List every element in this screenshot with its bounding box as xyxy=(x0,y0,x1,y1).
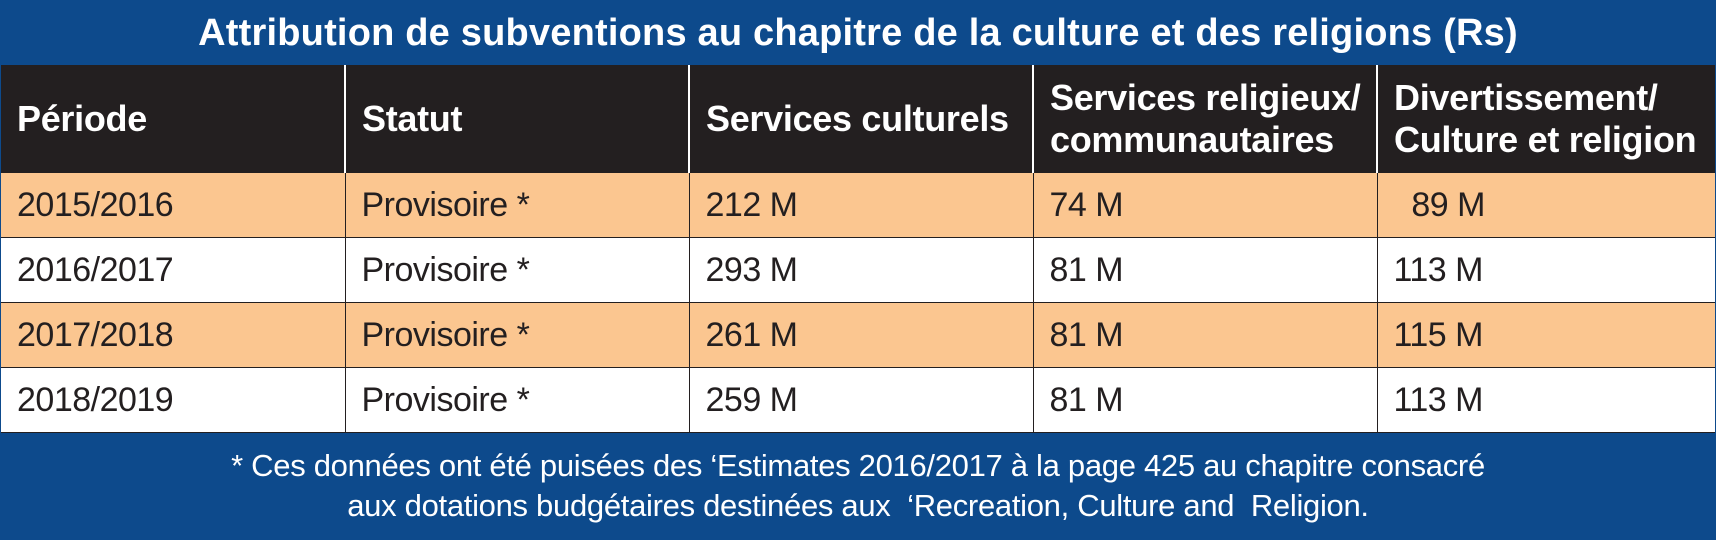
cell-periode: 2015/2016 xyxy=(1,173,346,238)
footnote-line-2: aux dotations budgétaires destinées aux … xyxy=(347,488,1369,523)
cell-divertissement: 113 M xyxy=(1377,367,1715,433)
table-row: 2017/2018 Provisoire * 261 M 81 M 115 M xyxy=(1,302,1715,368)
header-services-religieux: Services religieux/ communautaires xyxy=(1033,65,1378,173)
cell-periode: 2017/2018 xyxy=(1,302,346,368)
footnote: * Ces données ont été puisées des ‘Estim… xyxy=(1,433,1715,539)
header-periode: Période xyxy=(1,65,346,173)
cell-services-religieux: 81 M xyxy=(1033,237,1378,303)
cell-statut: Provisoire * xyxy=(345,367,690,433)
cell-statut: Provisoire * xyxy=(345,302,690,368)
header-divertissement: Divertissement/ Culture et religion xyxy=(1377,65,1715,173)
cell-services-culturels: 261 M xyxy=(689,302,1034,368)
table-row: 2018/2019 Provisoire * 259 M 81 M 113 M xyxy=(1,367,1715,433)
grants-table: Période Statut Services culturels Servic… xyxy=(1,65,1715,433)
cell-divertissement: 113 M xyxy=(1377,237,1715,303)
cell-divertissement: 115 M xyxy=(1377,302,1715,368)
header-services-culturels: Services culturels xyxy=(689,65,1034,173)
cell-services-culturels: 259 M xyxy=(689,367,1034,433)
cell-periode: 2018/2019 xyxy=(1,367,346,433)
cell-services-culturels: 212 M xyxy=(689,173,1034,238)
cell-periode: 2016/2017 xyxy=(1,237,346,303)
header-row: Période Statut Services culturels Servic… xyxy=(1,65,1715,173)
cell-services-culturels: 293 M xyxy=(689,237,1034,303)
cell-services-religieux: 81 M xyxy=(1033,367,1378,433)
cell-statut: Provisoire * xyxy=(345,173,690,238)
table-row: 2015/2016 Provisoire * 212 M 74 M 89 M xyxy=(1,173,1715,238)
table-row: 2016/2017 Provisoire * 293 M 81 M 113 M xyxy=(1,237,1715,303)
cell-services-religieux: 81 M xyxy=(1033,302,1378,368)
cell-statut: Provisoire * xyxy=(345,237,690,303)
cell-divertissement: 89 M xyxy=(1377,173,1715,238)
cell-services-religieux: 74 M xyxy=(1033,173,1378,238)
table-title: Attribution de subventions au chapitre d… xyxy=(1,1,1715,65)
header-statut: Statut xyxy=(345,65,690,173)
footnote-line-1: * Ces données ont été puisées des ‘Estim… xyxy=(231,448,1485,483)
